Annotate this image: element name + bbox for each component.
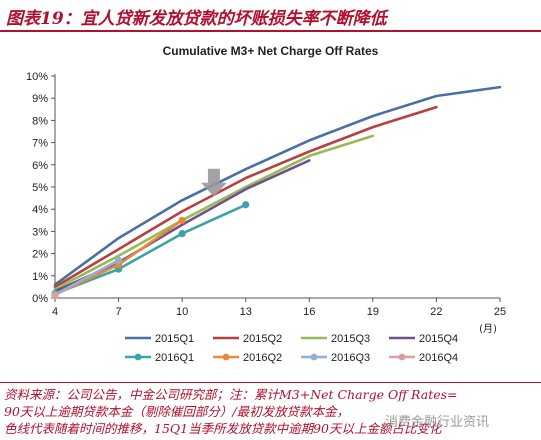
y-tick-label: 4% — [32, 204, 48, 216]
watermark: 消费金融行业资讯 — [385, 415, 490, 430]
x-tick-label: 19 — [367, 306, 379, 318]
data-point-2016Q1 — [178, 230, 186, 238]
legend-marker-2016Q4 — [398, 353, 406, 361]
down-arrow-annotation — [200, 168, 227, 197]
source-divider — [0, 382, 541, 383]
y-tick-label: 9% — [32, 93, 48, 105]
y-tick-label: 1% — [32, 271, 48, 283]
legend-label-2015Q4: 2015Q4 — [419, 333, 458, 345]
y-tick-label: 7% — [32, 138, 48, 150]
y-tick-label: 8% — [32, 115, 48, 127]
series-line-2015Q2 — [53, 105, 438, 289]
source-note: 资料来源：公司公告，中金公司研究部；注：累计M3+Net Charge Off … — [4, 386, 538, 437]
legend-marker-2016Q2 — [222, 353, 230, 361]
legend-label-2015Q1: 2015Q1 — [155, 333, 194, 345]
series-line-2015Q1 — [53, 85, 502, 287]
data-point-2016Q3 — [114, 256, 123, 264]
legend-label-2015Q3: 2015Q3 — [331, 333, 370, 345]
x-tick-label: 7 — [116, 306, 122, 318]
x-tick-label: 16 — [303, 306, 315, 318]
legend-label-2016Q3: 2016Q3 — [331, 352, 370, 364]
source-line-3: 色线代表随着时间的推移，15Q1当季所发放贷款中逾期90天以上金额占比变化 — [4, 421, 442, 436]
y-tick-label: 10% — [26, 71, 48, 83]
x-tick-label: 4 — [52, 306, 58, 318]
series-line-2015Q4 — [53, 159, 311, 293]
series-line-2016Q3 — [53, 258, 120, 297]
legend-label-2016Q2: 2016Q2 — [243, 352, 282, 364]
y-tick-label: 5% — [32, 182, 48, 194]
x-tick-label: 13 — [240, 306, 252, 318]
series-line-2015Q3 — [53, 134, 375, 291]
y-tick-label: 2% — [32, 249, 48, 261]
x-unit-label: (月) — [479, 323, 497, 335]
legend-label-2016Q4: 2016Q4 — [419, 352, 458, 364]
x-tick-label: 22 — [430, 306, 442, 318]
y-tick-label: 6% — [32, 160, 48, 172]
data-point-2016Q2 — [178, 216, 186, 224]
legend-marker-2016Q1 — [134, 353, 142, 361]
chart-title: Cumulative M3+ Net Charge Off Rates — [162, 44, 379, 58]
data-point-2016Q1 — [242, 201, 250, 209]
series-line-2016Q1 — [53, 203, 247, 295]
y-tick-label: 3% — [32, 226, 48, 238]
source-line-2: 90天以上逾期贷款本金（剔除催回部分）/最初发放贷款本金， — [4, 404, 350, 419]
data-point-2016Q4 — [51, 292, 59, 300]
title-divider — [0, 30, 541, 32]
x-tick-label: 25 — [494, 306, 506, 318]
line-chart: 0% 1% 2% 3% 4% 5% 6% 7% 8% 9% 10% 4 7 10 13 16 19 22 25 (月)… — [26, 71, 506, 364]
y-tick-label: 0% — [32, 293, 48, 305]
legend-marker-2016Q3 — [310, 353, 318, 361]
figure-title: 图表19：宜人贷新发放贷款的坏账损失率不断降低 — [6, 9, 387, 29]
legend-label-2015Q2: 2015Q2 — [243, 333, 282, 345]
legend-label-2016Q1: 2016Q1 — [155, 352, 194, 364]
x-tick-label: 10 — [176, 306, 188, 318]
source-line-1: 资料来源：公司公告，中金公司研究部；注：累计M3+Net Charge Off … — [4, 387, 458, 402]
